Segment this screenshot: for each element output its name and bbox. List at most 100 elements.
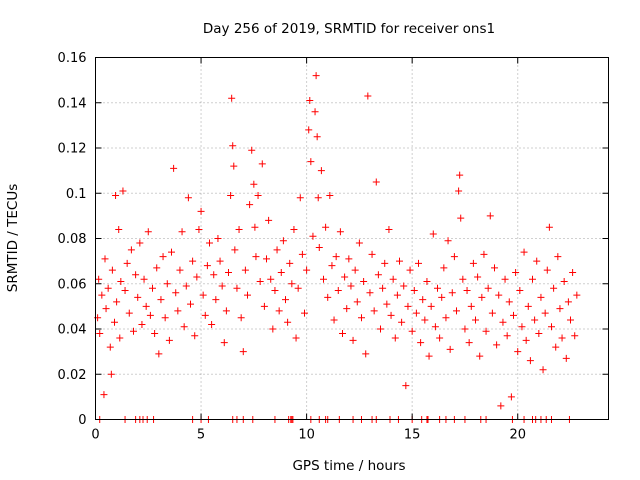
data-point <box>442 314 450 322</box>
data-point <box>408 327 416 335</box>
data-point <box>260 302 268 310</box>
grid-lines <box>95 57 609 420</box>
data-point <box>95 275 103 283</box>
data-point <box>290 225 298 233</box>
data-point <box>353 298 361 306</box>
data-point <box>524 302 532 310</box>
data-point <box>402 382 410 390</box>
data-point <box>216 257 224 265</box>
y-tick-label: 0.12 <box>58 142 87 157</box>
data-point <box>176 266 184 274</box>
data-point <box>564 298 572 306</box>
data-point <box>214 235 222 242</box>
data-point <box>387 311 395 319</box>
data-point <box>102 305 110 313</box>
y-tick-label: 0.14 <box>58 96 87 111</box>
data-point <box>503 332 511 340</box>
data-points <box>94 72 581 423</box>
data-point <box>499 318 507 326</box>
data-point <box>541 309 549 317</box>
data-point <box>165 336 173 344</box>
data-point <box>463 287 471 295</box>
data-point <box>427 302 435 310</box>
data-point <box>182 282 190 290</box>
y-axis-label: SRMTID / TECUs <box>5 184 21 292</box>
x-tick-label: 10 <box>298 428 315 443</box>
data-point <box>491 264 498 272</box>
data-point <box>125 309 133 317</box>
data-point <box>146 311 154 319</box>
data-point <box>233 284 241 292</box>
data-point <box>362 350 370 358</box>
data-point <box>100 391 108 399</box>
x-axis: 0 5 10 15 20 <box>91 57 526 443</box>
data-point <box>459 275 467 283</box>
data-point <box>510 311 517 319</box>
data-point <box>320 275 327 283</box>
data-point <box>535 330 543 338</box>
data-point <box>203 262 211 270</box>
data-point <box>277 268 285 276</box>
data-point <box>474 273 482 281</box>
y-tick-label: 0.02 <box>58 368 87 383</box>
data-point <box>396 257 403 265</box>
data-point <box>104 284 112 292</box>
data-point <box>212 296 220 304</box>
data-point <box>379 284 387 292</box>
data-point <box>312 72 320 80</box>
data-point <box>116 334 124 342</box>
data-point <box>301 309 308 317</box>
data-point <box>336 228 344 236</box>
data-point <box>347 282 355 290</box>
y-tick-label: 0.16 <box>58 51 87 66</box>
data-point <box>256 277 264 285</box>
data-point <box>355 239 363 247</box>
data-point <box>455 187 463 195</box>
data-point <box>550 284 558 292</box>
data-point <box>305 126 313 134</box>
data-point <box>282 296 289 304</box>
data-point <box>239 348 247 356</box>
data-point <box>159 253 167 261</box>
data-point <box>178 228 186 236</box>
data-point <box>423 277 431 285</box>
data-point <box>518 323 526 331</box>
data-point <box>484 284 492 292</box>
data-point <box>486 212 494 220</box>
data-point <box>322 223 330 231</box>
data-point <box>393 291 401 299</box>
data-point <box>429 230 437 238</box>
data-point <box>467 302 475 310</box>
data-point <box>560 277 568 285</box>
data-point <box>284 318 292 326</box>
data-point <box>410 287 418 295</box>
data-point <box>197 207 205 215</box>
data-point <box>314 194 322 202</box>
data-point <box>562 354 570 362</box>
data-point <box>191 332 199 340</box>
data-point <box>417 339 425 347</box>
data-point <box>210 271 218 279</box>
data-point <box>307 158 315 166</box>
data-point <box>351 266 359 274</box>
y-tick-label: 0.04 <box>58 323 87 338</box>
data-point <box>358 314 365 322</box>
data-point <box>230 162 238 170</box>
data-point <box>456 171 464 179</box>
data-point <box>480 250 488 258</box>
data-point <box>448 289 456 297</box>
data-point <box>349 336 357 344</box>
data-point <box>267 275 275 283</box>
data-point <box>457 214 465 222</box>
data-point <box>98 291 106 299</box>
data-point <box>328 262 336 270</box>
data-point <box>241 266 249 274</box>
data-point <box>436 334 444 342</box>
data-point <box>142 302 150 310</box>
data-point <box>374 271 382 279</box>
data-point <box>231 246 239 254</box>
data-point <box>174 307 182 315</box>
data-point <box>368 250 376 258</box>
data-point <box>419 296 427 304</box>
